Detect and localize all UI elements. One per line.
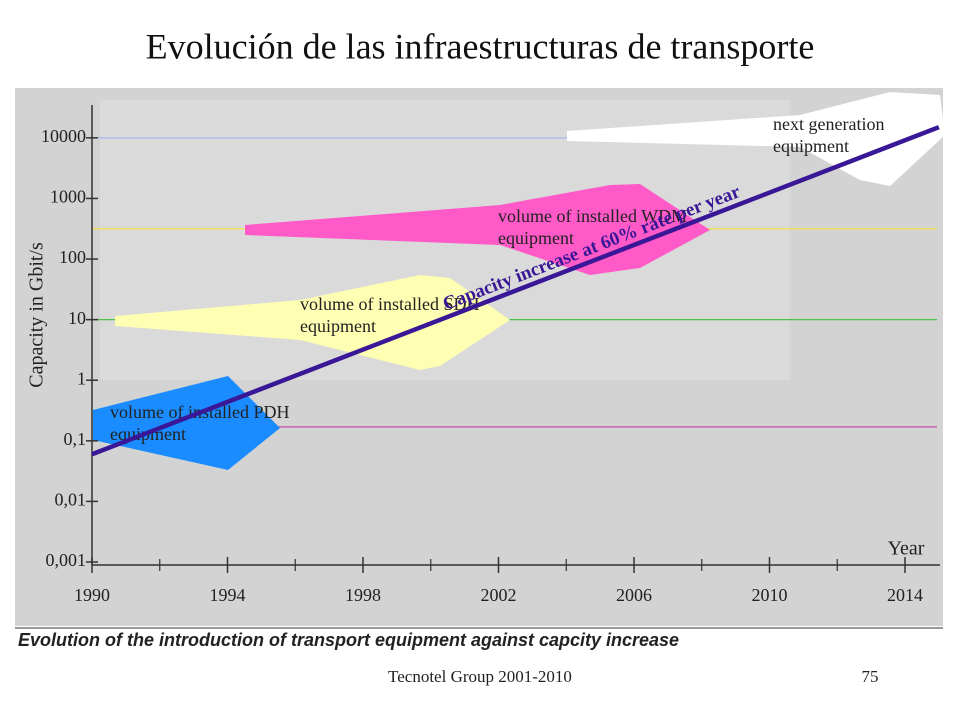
sdh-volume — [115, 275, 510, 370]
y-tick-label: 0,01 — [55, 490, 87, 510]
y-tick-label: 10 — [68, 308, 86, 328]
page-number: 75 — [862, 667, 879, 686]
x-tick-label: 2002 — [481, 585, 517, 605]
capacity-line — [91, 125, 940, 457]
y-axis-label: Capacity in Gbit/s — [26, 242, 48, 388]
x-tick-label: 1994 — [210, 585, 246, 605]
wdm-volume — [245, 184, 710, 275]
x-tick-label: 1990 — [74, 585, 110, 605]
footer-left: Tecnotel Group 2001-2010 — [388, 667, 572, 686]
annotation: volume of installed SDH equipment — [300, 294, 479, 336]
caption: Evolution of the introduction of transpo… — [18, 630, 679, 650]
annotation: volume of installed WDM equipment — [498, 206, 687, 248]
y-tick-label: 10000 — [41, 126, 86, 146]
x-tick-label: 2006 — [616, 585, 652, 605]
y-tick-label: 0,001 — [46, 550, 87, 570]
slide-title: Evolución de las infraestructuras de tra… — [146, 26, 815, 66]
y-tick-label: 100 — [59, 247, 86, 267]
annotation: next generation equipment — [773, 114, 884, 156]
x-axis-label: Year — [888, 538, 925, 560]
x-tick-label: 2010 — [752, 585, 788, 605]
y-tick-label: 1 — [77, 368, 86, 388]
y-tick-label: 1000 — [50, 187, 86, 207]
x-tick-label: 2014 — [887, 585, 923, 605]
x-tick-label: 1998 — [345, 585, 381, 605]
y-tick-label: 0,1 — [64, 429, 87, 449]
